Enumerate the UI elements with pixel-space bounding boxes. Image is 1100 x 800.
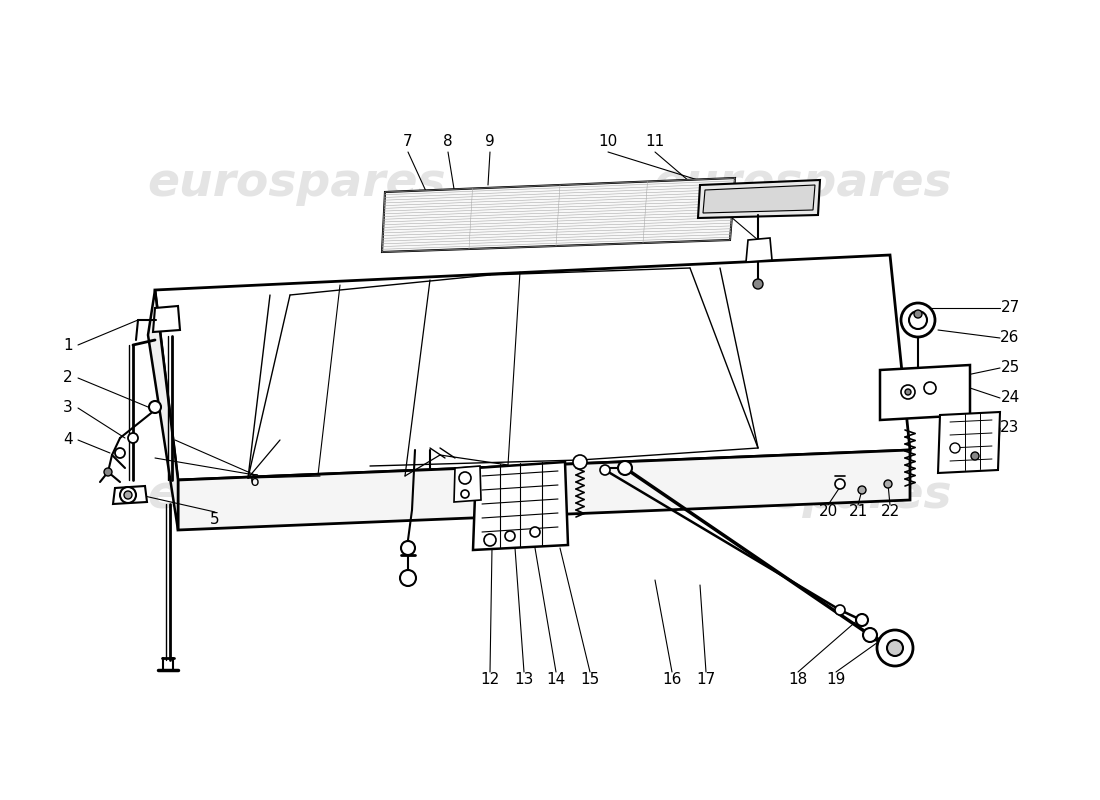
Text: 10: 10: [598, 134, 617, 150]
Circle shape: [120, 487, 136, 503]
Polygon shape: [153, 306, 180, 332]
Circle shape: [402, 541, 415, 555]
Circle shape: [116, 448, 125, 458]
Text: 21: 21: [848, 505, 868, 519]
Circle shape: [530, 527, 540, 537]
Circle shape: [573, 455, 587, 469]
Circle shape: [461, 490, 469, 498]
Polygon shape: [703, 185, 815, 213]
Text: 11: 11: [646, 134, 664, 150]
Polygon shape: [698, 180, 820, 218]
Circle shape: [909, 311, 927, 329]
Circle shape: [148, 401, 161, 413]
Text: 19: 19: [826, 673, 846, 687]
Text: 26: 26: [1000, 330, 1020, 346]
Circle shape: [459, 472, 471, 484]
Text: 15: 15: [581, 673, 600, 687]
Text: 4: 4: [63, 433, 73, 447]
Text: 14: 14: [547, 673, 565, 687]
Polygon shape: [178, 450, 910, 530]
Text: 1: 1: [63, 338, 73, 353]
Circle shape: [400, 570, 416, 586]
Text: 12: 12: [481, 673, 499, 687]
Text: 22: 22: [880, 505, 900, 519]
Circle shape: [754, 279, 763, 289]
Text: 17: 17: [696, 673, 716, 687]
Text: 9: 9: [485, 134, 495, 150]
Polygon shape: [155, 255, 910, 480]
Circle shape: [971, 452, 979, 460]
Circle shape: [914, 310, 922, 318]
Circle shape: [484, 534, 496, 546]
Text: 16: 16: [662, 673, 682, 687]
Polygon shape: [113, 486, 147, 504]
Circle shape: [124, 491, 132, 499]
Circle shape: [877, 630, 913, 666]
Text: eurospares: eurospares: [653, 162, 953, 206]
Circle shape: [128, 433, 138, 443]
Circle shape: [618, 461, 632, 475]
Text: 24: 24: [1000, 390, 1020, 406]
Text: 18: 18: [789, 673, 807, 687]
Polygon shape: [473, 462, 568, 550]
Polygon shape: [148, 290, 178, 530]
Polygon shape: [454, 466, 481, 502]
Polygon shape: [880, 365, 970, 420]
Circle shape: [864, 628, 877, 642]
Circle shape: [835, 479, 845, 489]
Circle shape: [600, 465, 610, 475]
Text: eurospares: eurospares: [147, 474, 447, 518]
Circle shape: [905, 389, 911, 395]
Text: 13: 13: [515, 673, 534, 687]
Text: 5: 5: [210, 513, 220, 527]
Circle shape: [856, 614, 868, 626]
Text: 8: 8: [443, 134, 453, 150]
Circle shape: [104, 468, 112, 476]
Circle shape: [884, 480, 892, 488]
Polygon shape: [938, 412, 1000, 473]
Circle shape: [835, 605, 845, 615]
Text: 3: 3: [63, 401, 73, 415]
Text: eurospares: eurospares: [653, 474, 953, 518]
Circle shape: [950, 443, 960, 453]
Circle shape: [887, 640, 903, 656]
Circle shape: [924, 382, 936, 394]
Text: 23: 23: [1000, 421, 1020, 435]
Text: 27: 27: [1000, 301, 1020, 315]
Text: 7: 7: [404, 134, 412, 150]
Circle shape: [901, 303, 935, 337]
Circle shape: [901, 385, 915, 399]
Text: 2: 2: [63, 370, 73, 386]
Text: 20: 20: [818, 505, 837, 519]
Polygon shape: [746, 238, 772, 262]
Text: eurospares: eurospares: [147, 162, 447, 206]
Text: 6: 6: [250, 474, 260, 490]
Circle shape: [858, 486, 866, 494]
Circle shape: [505, 531, 515, 541]
Polygon shape: [382, 178, 735, 252]
Text: 25: 25: [1000, 361, 1020, 375]
